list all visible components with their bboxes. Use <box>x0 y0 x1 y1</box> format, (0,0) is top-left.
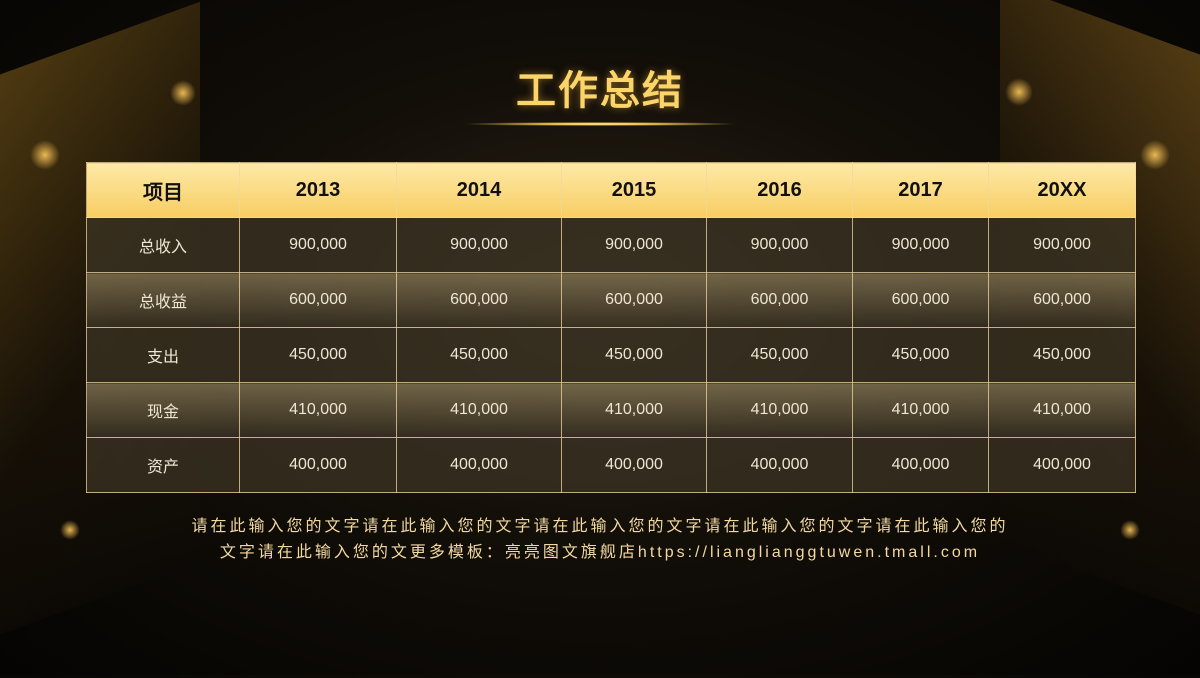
value-cell: 900,000 <box>988 217 1136 273</box>
value-cell: 450,000 <box>988 327 1136 383</box>
footer-note-line1: 请在此输入您的文字请在此输入您的文字请在此输入您的文字请在此输入您的文字请在此输… <box>191 518 1009 535</box>
value-cell: 900,000 <box>852 217 989 273</box>
header-cell: 2013 <box>239 162 397 218</box>
row-label-cell: 资产 <box>86 437 240 493</box>
table-row: 总收益 600,000 600,000 600,000 600,000 600,000 60… <box>86 272 1136 328</box>
value-cell: 410,000 <box>396 382 562 438</box>
header-cell: 20XX <box>988 162 1136 218</box>
table-header-row: 项目 2013 2014 2015 2016 2017 20XX <box>86 162 1136 218</box>
bokeh-dot <box>1005 78 1033 106</box>
row-label-cell: 总收入 <box>86 217 240 273</box>
table-row: 总收入 900,000 900,000 900,000 900,000 900,000 90… <box>86 217 1136 273</box>
title-underline <box>460 122 740 126</box>
value-cell: 600,000 <box>239 272 397 328</box>
bokeh-dot <box>170 80 196 106</box>
value-cell: 600,000 <box>396 272 562 328</box>
value-cell: 400,000 <box>561 437 707 493</box>
value-cell: 450,000 <box>239 327 397 383</box>
value-cell: 410,000 <box>706 382 853 438</box>
bokeh-dot <box>60 520 80 540</box>
value-cell: 900,000 <box>561 217 707 273</box>
value-cell: 600,000 <box>852 272 989 328</box>
header-cell: 2015 <box>561 162 707 218</box>
value-cell: 450,000 <box>706 327 853 383</box>
table-row: 资产 400,000 400,000 400,000 400,000 400,000 400… <box>86 437 1136 493</box>
footer-note: 请在此输入您的文字请在此输入您的文字请在此输入您的文字请在此输入您的文字请在此输… <box>0 514 1200 566</box>
page-title: 工作总结 <box>516 69 684 113</box>
value-cell: 600,000 <box>988 272 1136 328</box>
row-label-cell: 现金 <box>86 382 240 438</box>
row-label-cell: 总收益 <box>86 272 240 328</box>
header-cell: 2017 <box>852 162 989 218</box>
bokeh-dot <box>30 140 60 170</box>
header-cell: 2014 <box>396 162 562 218</box>
value-cell: 600,000 <box>561 272 707 328</box>
footer-note-line2: 文字请在此输入您的文更多模板：亮亮图文旗舰店https://liangliang… <box>219 544 981 561</box>
value-cell: 450,000 <box>561 327 707 383</box>
value-cell: 900,000 <box>706 217 853 273</box>
row-label-cell: 支出 <box>86 327 240 383</box>
value-cell: 400,000 <box>988 437 1136 493</box>
table-row: 现金 410,000 410,000 410,000 410,000 410,000 410… <box>86 382 1136 438</box>
value-cell: 400,000 <box>852 437 989 493</box>
value-cell: 400,000 <box>239 437 397 493</box>
value-cell: 410,000 <box>988 382 1136 438</box>
bokeh-dot <box>1120 520 1140 540</box>
value-cell: 400,000 <box>396 437 562 493</box>
summary-table: 项目 2013 2014 2015 2016 2017 20XX 总收入 900,… <box>86 162 1136 493</box>
bokeh-dot <box>1140 140 1170 170</box>
value-cell: 450,000 <box>852 327 989 383</box>
value-cell: 900,000 <box>239 217 397 273</box>
value-cell: 410,000 <box>852 382 989 438</box>
table-row: 支出 450,000 450,000 450,000 450,000 450,000 450… <box>86 327 1136 383</box>
header-cell: 项目 <box>86 162 240 218</box>
value-cell: 600,000 <box>706 272 853 328</box>
value-cell: 900,000 <box>396 217 562 273</box>
value-cell: 450,000 <box>396 327 562 383</box>
value-cell: 400,000 <box>706 437 853 493</box>
value-cell: 410,000 <box>561 382 707 438</box>
value-cell: 410,000 <box>239 382 397 438</box>
header-cell: 2016 <box>706 162 853 218</box>
